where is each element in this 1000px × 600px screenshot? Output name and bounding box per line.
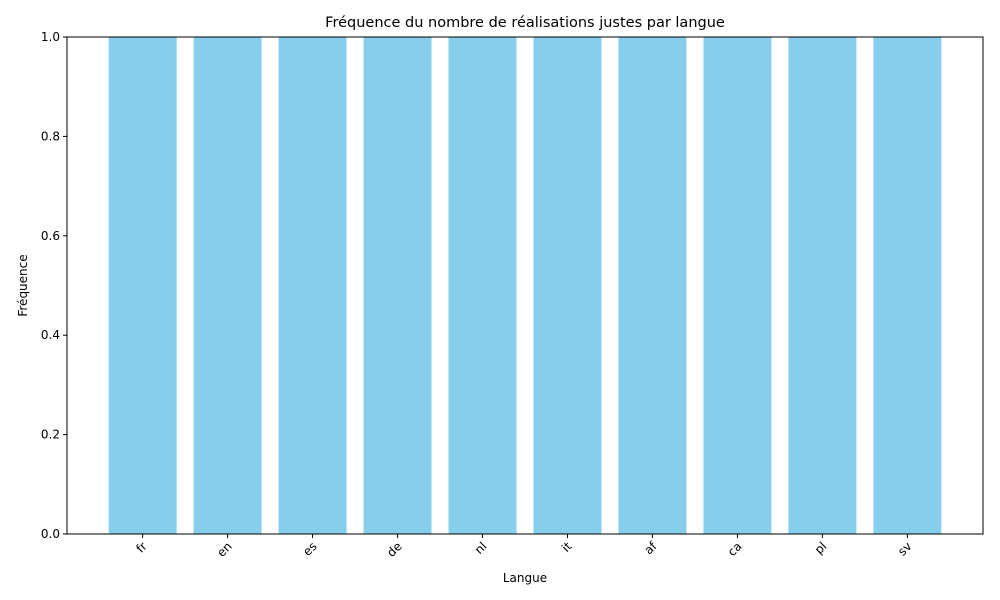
y-tick-label-0.8: 0.8 [41,129,60,143]
plot-frame [66,36,984,535]
bar-de [363,37,432,534]
y-tick-label-0.0: 0.0 [41,527,60,541]
bars-group [108,37,942,534]
y-tick-group: 0.0 0.2 0.4 0.6 0.8 1.0 [41,30,67,541]
bar-sv [873,37,942,534]
bar-nl [448,37,517,534]
y-tick-label-1.0: 1.0 [41,30,60,44]
y-tick-label-0.4: 0.4 [41,328,60,342]
y-tick-label-0.2: 0.2 [41,428,60,442]
x-axis-label: Langue [503,571,547,585]
y-axis-label: Fréquence [16,254,30,316]
y-tick-label-0.6: 0.6 [41,229,60,243]
bar-it [533,37,602,534]
bar-ca [703,37,772,534]
bar-pl [788,37,857,534]
chart-title: Fréquence du nombre de réalisations just… [325,15,725,31]
bar-en [193,37,262,534]
bar-es [278,37,347,534]
bar-af [618,37,687,534]
bar-fr [108,37,177,534]
